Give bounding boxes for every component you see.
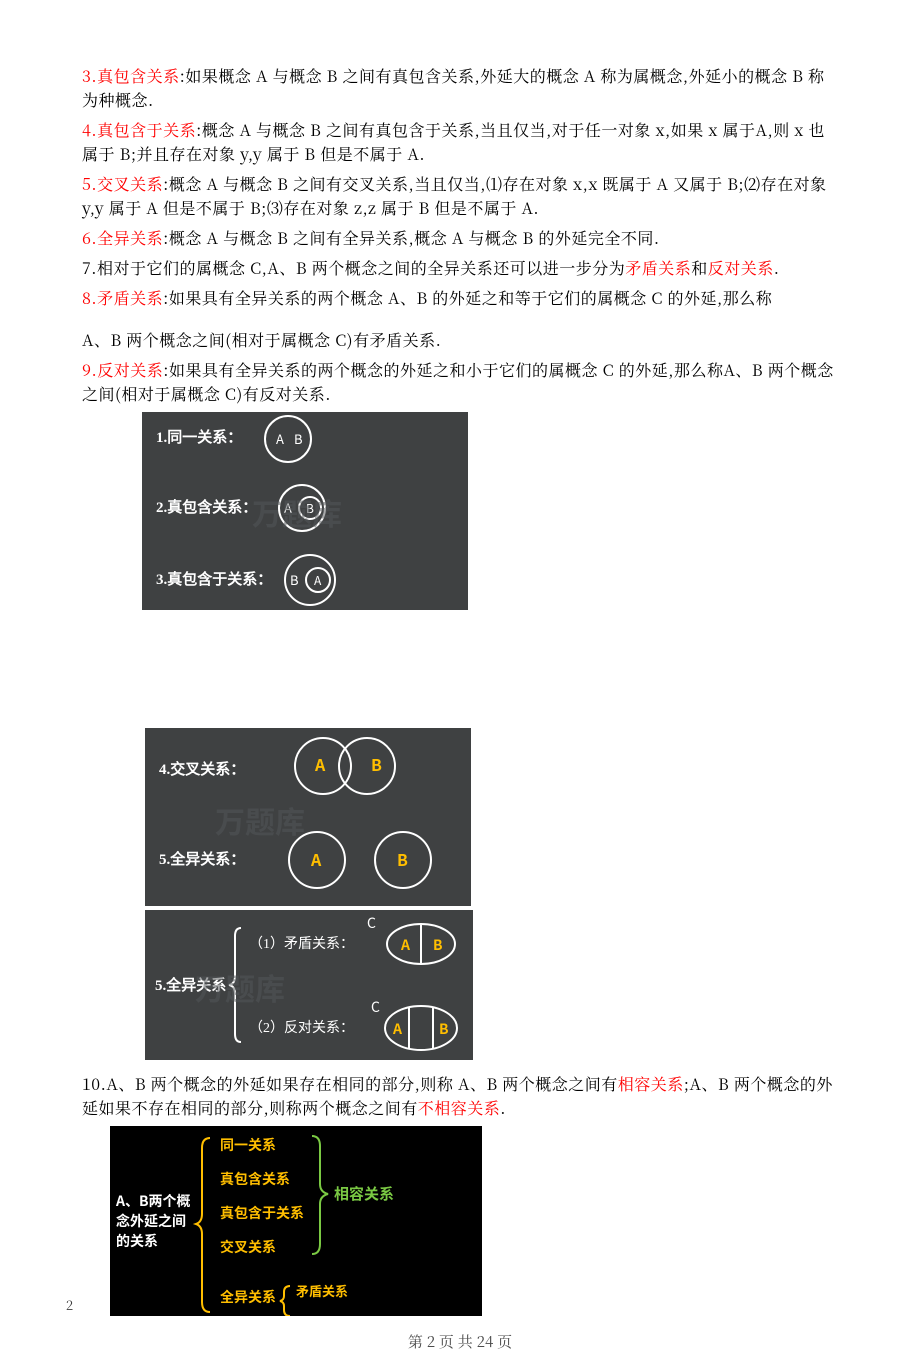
tree-svg: A、B两个概 念外延之间 的关系 同一关系 真包含关系 真包含于关系 交叉关系 … xyxy=(110,1126,482,1316)
body-7a: 7.相对于它们的属概念 C,A、B 两个概念之间的全异关系还可以进一步分为 xyxy=(82,256,625,279)
body-9: :如果具有全异关系的两个概念的外延之和小于它们的属概念 C 的外延,那么称A、B… xyxy=(82,358,834,405)
d3-c1: C xyxy=(367,913,376,933)
body-7m: 和 xyxy=(691,256,708,279)
d2-b2: B xyxy=(397,847,408,871)
d3-b2: B xyxy=(439,1019,449,1039)
para-5: 5.交叉关系:概念 A 与概念 B 之间有交叉关系,当且仅当,⑴存在对象 x,x… xyxy=(82,172,838,220)
d1-b3: B xyxy=(290,570,299,589)
tree-compat-label: 相容关系 xyxy=(334,1183,394,1204)
d1-b2: B xyxy=(306,500,314,517)
diagram3-svg: 5.全异关系 （1）矛盾关系： C A B （2）反对关系： C A B xyxy=(145,910,473,1060)
d1-circle-1 xyxy=(265,416,311,462)
para-8b: A、B 两个概念之间(相对于属概念 C)有矛盾关系. xyxy=(82,328,838,352)
diagram-relations-1: 万题库 1.同一关系： A B 2.真包含关系： A B 3.真包含于关系： B… xyxy=(142,412,468,610)
spacer-1 xyxy=(82,610,838,728)
tree-diagram: A、B两个概 念外延之间 的关系 同一关系 真包含关系 真包含于关系 交叉关系 … xyxy=(110,1126,482,1316)
body-7e: . xyxy=(774,256,780,279)
d3-bracket xyxy=(229,928,241,1042)
tree-item-3: 真包含于关系 xyxy=(220,1203,304,1223)
d3-a1: A xyxy=(400,935,411,955)
body-10r1: 相容关系 xyxy=(618,1072,684,1095)
d2-label-1: 4.交叉关系： xyxy=(159,760,245,778)
term-6: 6.全异关系 xyxy=(82,226,163,249)
diagram2-svg: 4.交叉关系： A B 5.全异关系： A B xyxy=(145,728,471,906)
para-8: 8.矛盾关系:如果具有全异关系的两个概念 A、B 的外延之和等于它们的属概念 C… xyxy=(82,286,838,310)
side-page-number: 2 xyxy=(66,1295,73,1314)
body-3: :如果概念 A 与概念 B 之间有真包含关系,外延大的概念 A 称为属概念,外延… xyxy=(82,64,825,111)
body-10a: 10.A、B 两个概念的外延如果存在相同的部分,则称 A、B 两个概念之间有 xyxy=(82,1072,618,1095)
d3-a2: A xyxy=(392,1019,403,1039)
tree-bracket-noncompat xyxy=(280,1286,290,1316)
d2-a2: A xyxy=(310,847,322,871)
d2-a1: A xyxy=(314,752,326,776)
para-4: 4.真包含于关系:概念 A 与概念 B 之间有真包含于关系,当且仅当,对于任一对… xyxy=(82,118,838,166)
d1-a1: A xyxy=(276,429,284,448)
d2-label-2: 5.全异关系： xyxy=(159,850,245,868)
para-9: 9.反对关系:如果具有全异关系的两个概念的外延之和小于它们的属概念 C 的外延,… xyxy=(82,358,838,406)
term-9: 9.反对关系 xyxy=(82,358,163,381)
tree-root-l3: 的关系 xyxy=(116,1231,158,1251)
diagram1-svg: 1.同一关系： A B 2.真包含关系： A B 3.真包含于关系： B A xyxy=(142,412,468,610)
diagram-relations-2: 万题库 4.交叉关系： A B 5.全异关系： A B xyxy=(145,728,471,906)
d1-label-1: 1.同一关系： xyxy=(156,428,242,446)
body-10r2: 不相容关系 xyxy=(418,1096,501,1119)
d1-a2: A xyxy=(284,498,292,517)
body-8: :如果具有全异关系的两个概念 A、B 的外延之和等于它们的属概念 C 的外延,那… xyxy=(163,286,772,309)
body-7r2: 反对关系 xyxy=(708,256,774,279)
tree-nc-child-1: 矛盾关系 xyxy=(296,1281,348,1300)
tree-noncompat-label: 全异关系 xyxy=(220,1287,276,1307)
tree-item-2: 真包含关系 xyxy=(220,1169,290,1189)
body-10e: . xyxy=(500,1096,506,1119)
d2-b1: B xyxy=(371,752,382,776)
d3-label-2: （2）反对关系： xyxy=(249,1020,354,1036)
d3-c2: C xyxy=(371,997,380,1017)
tree-item-1: 同一关系 xyxy=(220,1135,276,1155)
body-6: :概念 A 与概念 B 之间有全异关系,概念 A 与概念 B 的外延完全不同. xyxy=(163,226,659,249)
term-3: 3.真包含关系 xyxy=(82,64,180,87)
d3-group: 5.全异关系 xyxy=(155,976,226,994)
term-8: 8.矛盾关系 xyxy=(82,286,163,309)
para-3: 3.真包含关系:如果概念 A 与概念 B 之间有真包含关系,外延大的概念 A 称… xyxy=(82,64,838,112)
tree-bracket-main xyxy=(196,1138,210,1312)
tree-item-4: 交叉关系 xyxy=(220,1237,276,1257)
para-7: 7.相对于它们的属概念 C,A、B 两个概念之间的全异关系还可以进一步分为矛盾关… xyxy=(82,256,838,280)
page: 3.真包含关系:如果概念 A 与概念 B 之间有真包含关系,外延大的概念 A 称… xyxy=(0,0,920,1366)
d1-label-2: 2.真包含关系： xyxy=(156,498,257,516)
d1-label-3: 3.真包含于关系： xyxy=(156,570,272,588)
tree-bracket-compat xyxy=(312,1136,328,1254)
center-page-number: 第 2 页 共 24 页 xyxy=(0,1331,920,1352)
term-4: 4.真包含于关系 xyxy=(82,118,196,141)
d3-b1: B xyxy=(433,935,443,955)
diagram-relations-3: 万题库 5.全异关系 （1）矛盾关系： C A B （2）反对关系： C A B xyxy=(145,910,473,1060)
para-10: 10.A、B 两个概念的外延如果存在相同的部分,则称 A、B 两个概念之间有相容… xyxy=(82,1072,838,1120)
d3-label-1: （1）矛盾关系： xyxy=(249,936,354,952)
tree-root-l2: 念外延之间 xyxy=(116,1211,186,1231)
d2-c1b xyxy=(339,738,395,794)
para-6: 6.全异关系:概念 A 与概念 B 之间有全异关系,概念 A 与概念 B 的外延… xyxy=(82,226,838,250)
term-5: 5.交叉关系 xyxy=(82,172,163,195)
body-5: :概念 A 与概念 B 之间有交叉关系,当且仅当,⑴存在对象 x,x 既属于 A… xyxy=(82,172,827,219)
body-7r1: 矛盾关系 xyxy=(625,256,691,279)
tree-root-l1: A、B两个概 xyxy=(115,1191,191,1211)
d1-b1: B xyxy=(294,429,303,448)
d1-a3: A xyxy=(314,572,322,589)
